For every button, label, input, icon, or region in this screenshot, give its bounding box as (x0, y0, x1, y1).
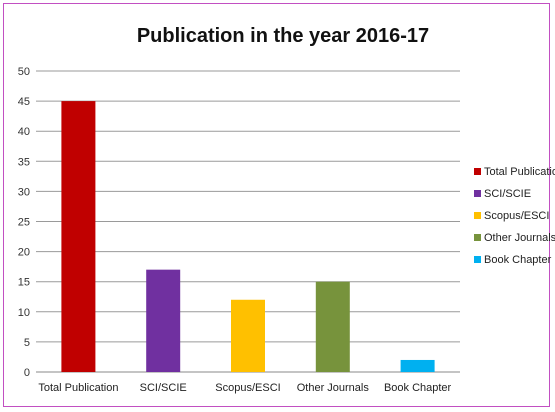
legend-swatch (474, 168, 481, 175)
bar (61, 101, 96, 372)
x-axis-labels: Total Publication SCI/SCIE Scopus/ESCI Othe… (38, 382, 451, 394)
y-tick-label: 0 (24, 367, 30, 379)
legend-label: SCI/SCIE (484, 188, 531, 200)
legend: Total Publication SCI/SCIE Scopus/ESCI Othe… (474, 166, 555, 266)
x-tick-label: Scopus/ESCI (215, 382, 280, 394)
y-tick-label: 30 (18, 186, 30, 198)
y-tick-label: 40 (18, 126, 30, 138)
legend-swatch (474, 256, 481, 263)
x-tick-label: Book Chapter (384, 382, 452, 394)
y-axis-ticks: 0 5 10 15 20 25 30 35 40 45 50 (18, 66, 30, 379)
legend-label: Book Chapter (484, 254, 552, 266)
y-tick-label: 10 (18, 307, 30, 319)
x-tick-label: Other Journals (297, 382, 370, 394)
legend-label: Scopus/ESCI (484, 210, 549, 222)
bar (400, 359, 435, 372)
x-tick-label: Total Publication (38, 382, 118, 394)
legend-swatch (474, 190, 481, 197)
bar (146, 269, 181, 372)
y-tick-label: 15 (18, 277, 30, 289)
bar (231, 299, 265, 372)
legend-swatch (474, 212, 481, 219)
grid-lines (36, 70, 460, 373)
legend-swatch (474, 234, 481, 241)
legend-label: Total Publication (484, 166, 555, 178)
y-tick-label: 45 (18, 96, 30, 108)
y-tick-label: 35 (18, 156, 30, 168)
y-tick-label: 25 (18, 217, 30, 229)
y-tick-label: 50 (18, 66, 30, 78)
y-tick-label: 5 (24, 337, 30, 349)
legend-label: Other Journals (484, 232, 555, 244)
bar (315, 281, 350, 372)
chart-title: Publication in the year 2016-17 (137, 25, 429, 47)
x-tick-label: SCI/SCIE (140, 382, 187, 394)
bars (61, 101, 435, 372)
y-tick-label: 20 (18, 247, 30, 259)
